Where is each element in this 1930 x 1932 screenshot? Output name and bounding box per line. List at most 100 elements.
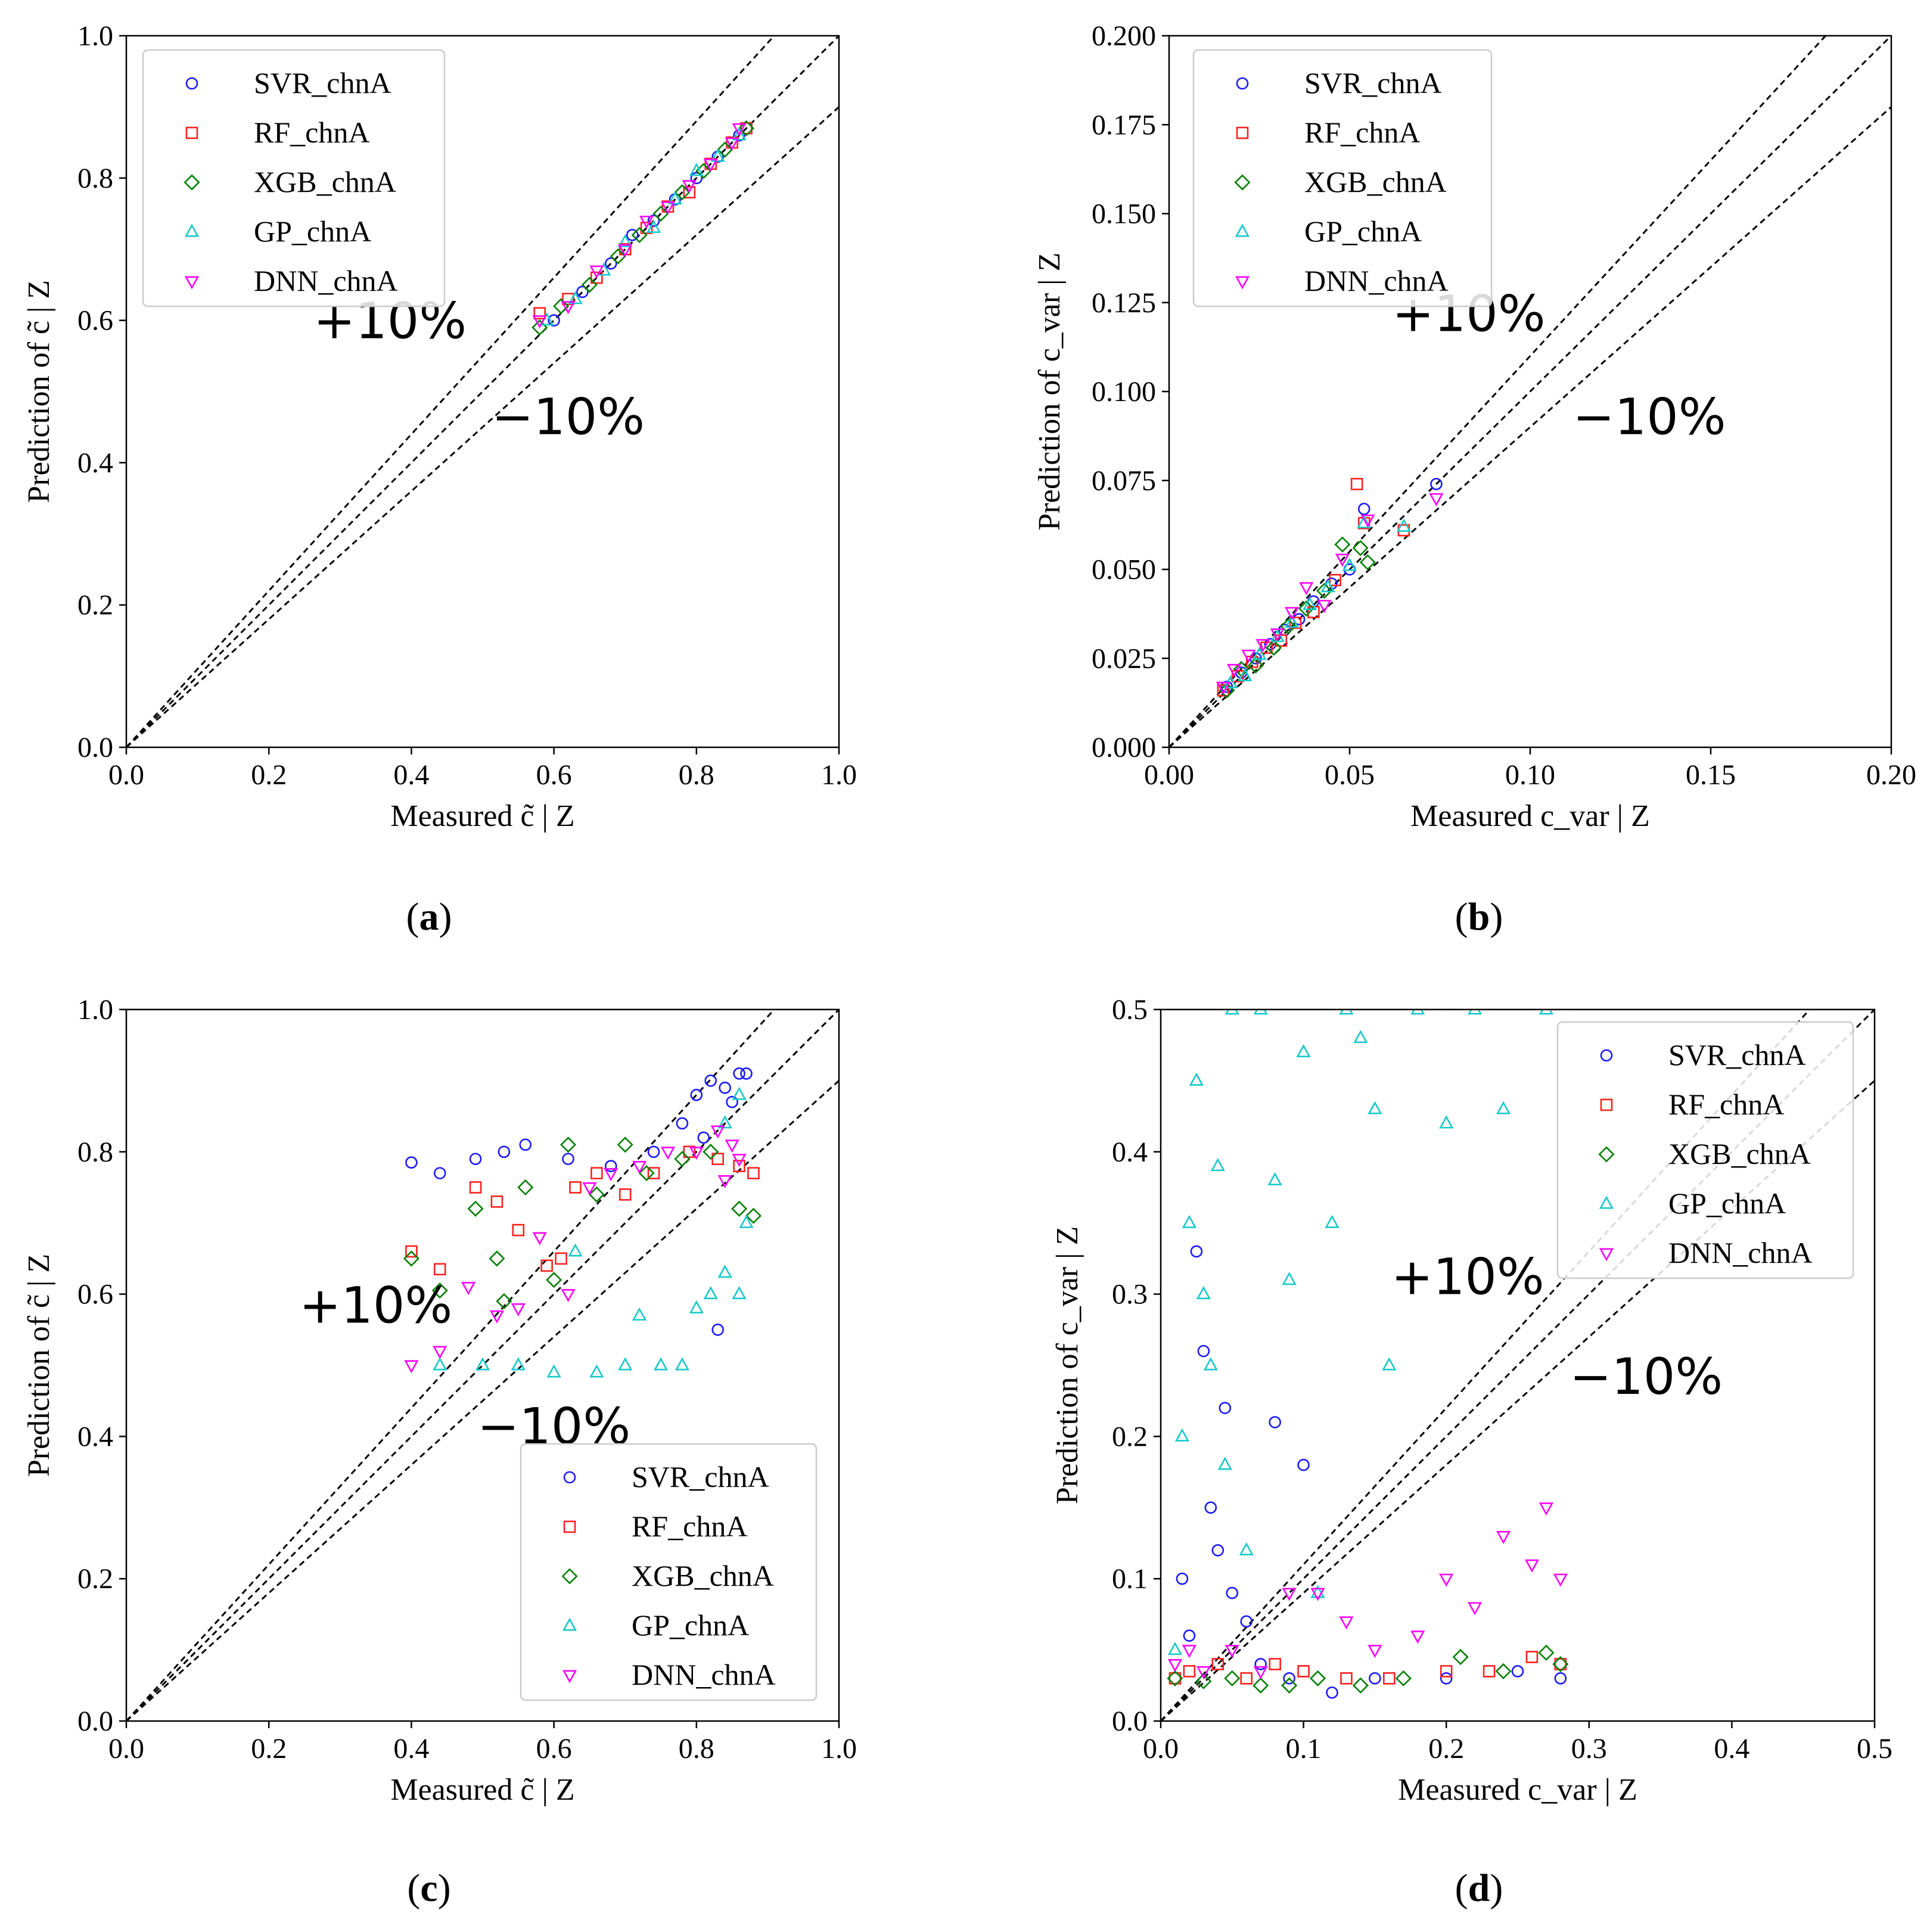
- data-point: [532, 1232, 547, 1245]
- legend-label: SVR_chnA: [254, 66, 391, 100]
- series-RF_chnA: [533, 122, 753, 319]
- data-point: [405, 1156, 418, 1169]
- y-tick-label: 1.0: [77, 994, 113, 1026]
- data-point: [1240, 1615, 1253, 1628]
- data-point: [660, 1147, 676, 1160]
- data-point: [1539, 1010, 1554, 1015]
- data-point: [562, 293, 574, 306]
- legend-label: DNN_chnA: [1668, 1236, 1813, 1269]
- legend-box: [142, 49, 446, 307]
- data-point: [660, 201, 676, 215]
- data-point: [533, 307, 546, 319]
- data-point: [489, 1250, 505, 1267]
- data-point: [431, 1282, 448, 1299]
- x-tick-label: 0.3: [1571, 1733, 1607, 1765]
- reference-line-minus-10-percent: [1169, 106, 1891, 747]
- legend-marker: [184, 174, 200, 191]
- panel-b: 0.00 0.05 0.10 0.15 0.20 0.000 0.025 0.050 0.075…: [1033, 20, 1916, 939]
- panel-d: 0.0 0.1 0.2 0.3 0.4 0.5 0.0 0.1 0.2 0.3 0.4 0.5 Meas…: [1051, 994, 1892, 1910]
- y-tick-label: 0.0: [1112, 1706, 1148, 1737]
- data-point: [1352, 540, 1369, 557]
- data-point: [711, 1324, 724, 1336]
- data-point: [1539, 1502, 1554, 1516]
- y-tick-label: 0.1: [1112, 1563, 1148, 1595]
- data-point: [1240, 1672, 1253, 1685]
- data-point: [1203, 1357, 1218, 1371]
- data-point: [404, 1360, 419, 1374]
- data-point: [490, 1195, 504, 1208]
- reference-line-identity: [1161, 1010, 1875, 1721]
- legend-label: RF_chnA: [632, 1509, 747, 1543]
- data-point: [588, 1186, 605, 1203]
- data-point: [632, 1307, 647, 1321]
- data-point: [604, 257, 617, 270]
- legend-label: GP_chnA: [632, 1608, 749, 1642]
- y-tick-label: 1.0: [77, 20, 113, 52]
- data-point: [517, 1179, 534, 1196]
- data-point: [676, 1117, 689, 1130]
- data-point: [1197, 1344, 1210, 1358]
- data-point: [403, 1250, 419, 1267]
- x-tick-label: 1.0: [821, 759, 857, 791]
- data-point: [1252, 647, 1267, 660]
- data-point: [1325, 1215, 1339, 1228]
- data-point: [576, 285, 589, 299]
- reference-line-minus-10-percent: [1161, 1080, 1875, 1721]
- legend-marker: [185, 77, 198, 90]
- data-point: [1284, 607, 1300, 620]
- data-point: [1320, 579, 1335, 592]
- data-point: [1280, 618, 1297, 635]
- data-point: [1353, 1030, 1368, 1043]
- data-point: [689, 1147, 704, 1160]
- data-point: [1495, 1663, 1512, 1679]
- data-point: [553, 298, 570, 315]
- panel-caption: (c): [407, 1866, 450, 1910]
- legend-marker: [561, 1568, 578, 1585]
- data-point: [631, 226, 648, 243]
- reference-line-identity: [126, 36, 839, 747]
- legend-label: DNN_chnA: [632, 1658, 776, 1691]
- series-GP_chnA: [1167, 1010, 1554, 1655]
- x-tick-label: 0.6: [536, 759, 572, 791]
- x-axis-label: Measured c_var | Z: [1398, 1773, 1637, 1807]
- data-point: [682, 180, 697, 194]
- data-point: [581, 277, 598, 293]
- data-point: [1224, 1010, 1239, 1015]
- data-point: [626, 229, 639, 241]
- data-point: [1359, 554, 1376, 571]
- legend-label: SVR_chnA: [1668, 1038, 1806, 1071]
- data-point: [1339, 1616, 1354, 1630]
- data-point: [1468, 1602, 1483, 1616]
- x-tick-label: 0.4: [1714, 1733, 1749, 1765]
- data-point: [1253, 1666, 1268, 1679]
- data-point: [717, 141, 734, 158]
- series-RF_chnA: [1168, 1651, 1567, 1685]
- data-point: [569, 1181, 582, 1194]
- data-point: [1238, 668, 1253, 682]
- legend-marker: [1599, 1248, 1614, 1262]
- data-point: [469, 1181, 482, 1194]
- data-point: [652, 205, 669, 222]
- data-point: [1439, 1115, 1454, 1129]
- data-point: [1554, 1672, 1567, 1685]
- y-tick-label: 0.200: [1092, 20, 1156, 52]
- data-point: [1298, 600, 1314, 617]
- data-point: [1283, 1672, 1295, 1685]
- data-point: [1369, 1672, 1381, 1685]
- y-tick-label: 0.3: [1112, 1279, 1148, 1310]
- y-tick-label: 0.2: [77, 589, 113, 621]
- data-point: [1439, 1573, 1454, 1587]
- data-point: [667, 191, 683, 205]
- data-point: [561, 301, 576, 315]
- data-point: [725, 137, 739, 151]
- data-point: [1255, 639, 1270, 653]
- data-point: [1382, 1357, 1397, 1371]
- data-point: [1511, 1665, 1524, 1678]
- x-axis-label: Measured c_var | Z: [1410, 799, 1650, 833]
- legend-marker: [1599, 1195, 1614, 1209]
- legend-label: RF_chnA: [254, 116, 369, 149]
- data-point: [1196, 1666, 1211, 1679]
- data-point: [1196, 1286, 1211, 1300]
- y-tick-label: 0.0: [77, 1706, 113, 1737]
